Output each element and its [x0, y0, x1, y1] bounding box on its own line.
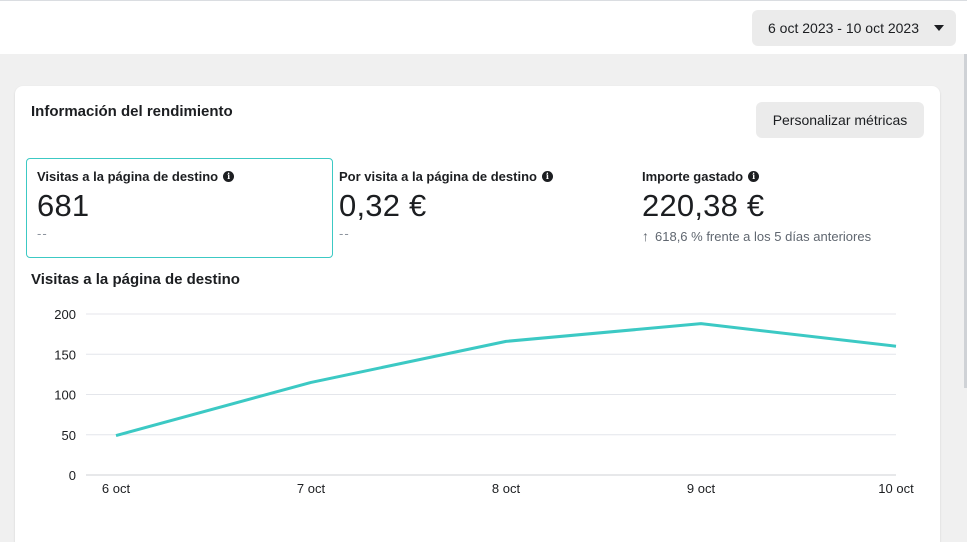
- metric-change: ↑ 618,6 % frente a los 5 días anteriores: [642, 228, 932, 244]
- y-tick-label: 150: [54, 347, 76, 362]
- metric-landing-page-visits[interactable]: Visitas a la página de destino i 681 --: [26, 158, 333, 258]
- metric-label: Visitas a la página de destino i: [37, 169, 332, 184]
- metric-label-text: Por visita a la página de destino: [339, 169, 537, 184]
- data-point[interactable]: [111, 431, 121, 441]
- metric-label: Importe gastado i: [642, 169, 932, 184]
- date-range-label: 6 oct 2023 - 10 oct 2023: [768, 20, 919, 36]
- y-tick-label: 100: [54, 388, 76, 403]
- info-icon[interactable]: i: [748, 171, 760, 182]
- x-tick-label: 9 oct: [687, 481, 716, 496]
- metric-comparison: --: [37, 226, 48, 241]
- metric-label-text: Importe gastado: [642, 169, 744, 184]
- y-tick-label: 0: [69, 468, 76, 483]
- top-bar: 6 oct 2023 - 10 oct 2023: [0, 0, 967, 54]
- metric-cost-per-landing-page-visit[interactable]: Por visita a la página de destino i 0,32…: [339, 158, 629, 258]
- series-line[interactable]: [115, 322, 897, 438]
- info-icon[interactable]: i: [223, 171, 235, 182]
- data-point[interactable]: [696, 319, 706, 329]
- metric-label-text: Visitas a la página de destino: [37, 169, 219, 184]
- metric-value: 0,32 €: [339, 188, 427, 223]
- chevron-down-icon: [934, 25, 944, 31]
- chart-title: Visitas a la página de destino: [31, 271, 240, 288]
- y-tick-label: 50: [62, 428, 76, 443]
- metric-label: Por visita a la página de destino i: [339, 169, 629, 184]
- metric-value: 220,38 €: [642, 188, 765, 223]
- x-tick-label: 8 oct: [492, 481, 521, 496]
- x-tick-label: 6 oct: [102, 481, 131, 496]
- x-tick-label: 10 oct: [878, 481, 914, 496]
- metric-amount-spent[interactable]: Importe gastado i 220,38 € ↑ 618,6 % fre…: [642, 158, 932, 258]
- metric-comparison: --: [339, 226, 350, 241]
- customize-metrics-button[interactable]: Personalizar métricas: [756, 102, 924, 138]
- date-range-picker[interactable]: 6 oct 2023 - 10 oct 2023: [752, 10, 956, 46]
- y-tick-label: 200: [54, 307, 76, 322]
- data-point[interactable]: [501, 336, 511, 346]
- arrow-up-icon: ↑: [642, 228, 649, 244]
- data-point[interactable]: [891, 341, 901, 351]
- metric-change-text: 618,6 % frente a los 5 días anteriores: [655, 228, 872, 244]
- x-tick-label: 7 oct: [297, 481, 326, 496]
- card-title: Información del rendimiento: [31, 103, 233, 120]
- metric-value: 681: [37, 188, 90, 223]
- data-point[interactable]: [306, 377, 316, 387]
- scrollbar[interactable]: [964, 54, 967, 388]
- info-icon[interactable]: i: [541, 171, 553, 182]
